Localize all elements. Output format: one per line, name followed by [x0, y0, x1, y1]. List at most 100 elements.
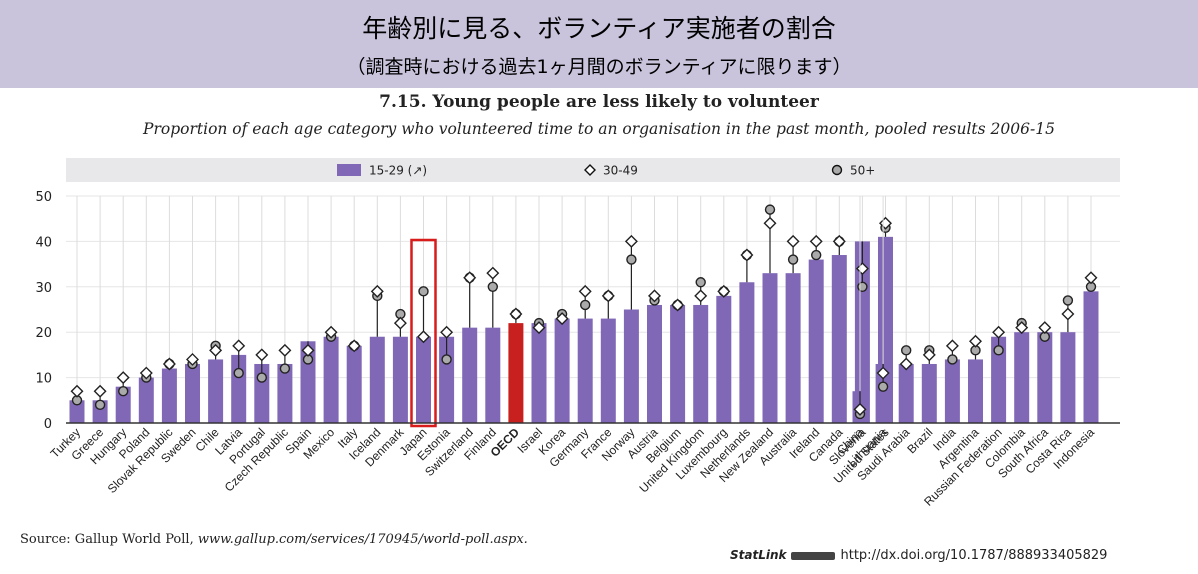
bar-15-29 — [369, 336, 385, 423]
marker-50-plus — [441, 354, 452, 365]
marker-30-49 — [509, 307, 523, 321]
marker-30-49 — [301, 343, 315, 357]
marker-30-49 — [969, 334, 982, 348]
bar-15-29 — [600, 318, 616, 423]
marker-30-49 — [786, 234, 800, 248]
banner-title: 年齢別に見る、ボランティア実施者の割合 — [362, 14, 836, 43]
y-tick-label: 50 — [35, 190, 52, 205]
marker-30-49 — [555, 312, 569, 326]
highlight-box — [410, 238, 437, 428]
marker-30-49 — [370, 284, 384, 298]
bar-15-29 — [323, 336, 339, 423]
marker-30-49 — [601, 289, 615, 303]
bar-15-29 — [944, 359, 960, 423]
marker-30-49 — [899, 357, 913, 371]
bar-15-29 — [208, 359, 224, 423]
marker-30-49 — [809, 234, 823, 248]
bar-15-29 — [785, 273, 801, 423]
marker-30-49 — [1084, 271, 1098, 285]
marker-50-plus — [877, 381, 889, 392]
marker-30-49 — [186, 352, 199, 366]
marker-30-49 — [740, 248, 754, 262]
chart-subtitle: Proportion of each age category who volu… — [143, 120, 1055, 138]
x-tick-label: Brazil — [904, 425, 935, 456]
marker-50-plus — [857, 281, 868, 292]
bar-15-29 — [739, 282, 755, 423]
marker-30-49 — [232, 339, 246, 353]
y-tick-label: 0 — [44, 417, 52, 432]
y-tick-label: 10 — [35, 372, 52, 387]
source-note: Source: Gallup World Poll, www.gallup.co… — [20, 532, 528, 547]
marker-30-49 — [417, 330, 430, 344]
marker-30-49 — [922, 348, 936, 362]
bar-15-29 — [968, 359, 983, 423]
bar-15-29 — [623, 309, 639, 423]
marker-50-plus — [580, 299, 591, 311]
marker-30-49 — [671, 298, 685, 312]
marker-50-plus — [418, 286, 429, 297]
bar-15-29 — [647, 304, 662, 423]
legend-label: 15-29 (↗) — [369, 164, 427, 178]
bar-15-29 — [875, 363, 891, 423]
marker-50-plus — [256, 372, 267, 383]
marker-50-plus — [787, 254, 799, 265]
bar-15-29 — [1060, 332, 1076, 423]
bar-15-29 — [762, 273, 778, 423]
y-tick-label: 30 — [35, 281, 52, 296]
marker-30-49 — [532, 321, 546, 335]
bar-15-29 — [138, 377, 154, 423]
marker-50-plus — [233, 367, 244, 379]
marker-30-49 — [162, 357, 176, 371]
marker-30-49 — [992, 325, 1006, 339]
marker-30-49 — [1038, 321, 1052, 335]
legend-bar-swatch — [337, 164, 361, 176]
marker-30-49 — [624, 234, 638, 248]
bar-15-29 — [577, 318, 593, 423]
marker-50-plus — [117, 386, 129, 397]
marker-50-plus — [695, 277, 706, 288]
bar-15-29 — [670, 304, 686, 423]
statlink-url[interactable]: http://dx.doi.org/10.1787/888933405829 — [840, 548, 1108, 563]
bar-15-29 — [531, 323, 547, 423]
bar-15-29 — [462, 327, 478, 423]
bar-15-29 — [185, 363, 200, 423]
bar-15-29 — [1083, 291, 1099, 423]
bar-15-29 — [898, 363, 914, 423]
marker-30-49 — [70, 384, 84, 398]
marker-30-49 — [945, 339, 959, 353]
plot-area — [66, 194, 1120, 423]
legend-diamond-marker — [584, 164, 596, 176]
chart-title: 7.15. Young people are less likely to vo… — [379, 92, 819, 112]
bar-15-29 — [416, 336, 431, 423]
marker-50-plus — [993, 345, 1004, 356]
bar-15-29 — [991, 336, 1007, 423]
bar-15-29 — [346, 345, 362, 423]
marker-50-plus — [1062, 295, 1074, 306]
y-tick-label: 20 — [35, 326, 52, 341]
bar-15-29 — [716, 295, 732, 423]
marker-30-49 — [763, 216, 777, 230]
bar-15-29 — [485, 327, 501, 423]
marker-50-plus — [947, 354, 958, 365]
bar-15-29 — [554, 318, 570, 423]
marker-30-49 — [255, 348, 269, 362]
marker-30-49 — [139, 366, 153, 380]
legend-circle-marker — [831, 164, 843, 176]
marker-50-plus — [901, 345, 912, 356]
bar-15-29 — [115, 386, 131, 423]
marker-50-plus — [764, 204, 776, 215]
marker-30-49 — [324, 325, 338, 339]
legend-label: 50+ — [850, 164, 875, 178]
marker-50-plus — [487, 281, 498, 292]
marker-30-49 — [209, 343, 223, 357]
marker-30-49 — [463, 271, 477, 285]
marker-30-49 — [717, 284, 731, 298]
source-label: Source: Gallup World Poll, — [20, 532, 198, 547]
y-tick-label: 40 — [35, 235, 52, 250]
statlink: StatLink http://dx.doi.org/10.1787/888933… — [730, 548, 1107, 563]
marker-50-plus — [811, 249, 822, 261]
marker-30-49 — [876, 366, 890, 380]
bar-15-29 — [277, 363, 293, 423]
marker-30-49 — [440, 325, 454, 339]
